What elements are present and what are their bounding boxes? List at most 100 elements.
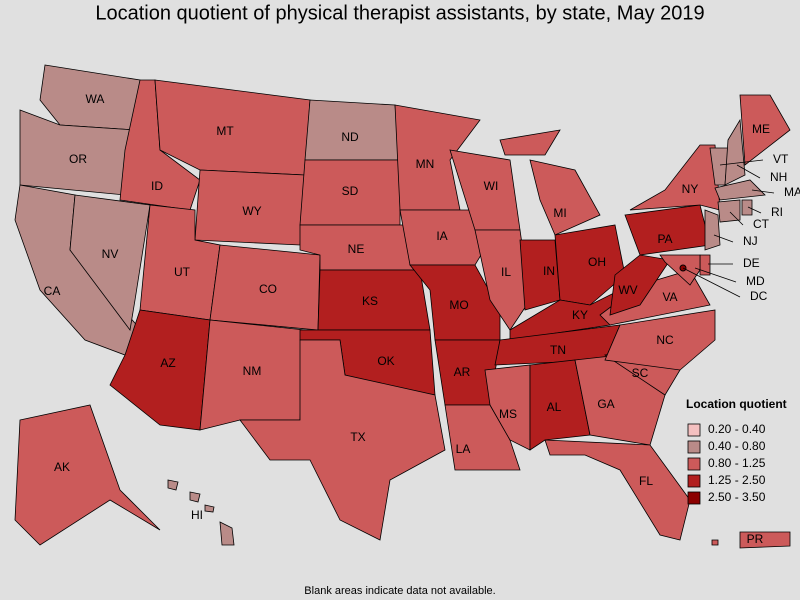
- state-label: NH: [770, 170, 787, 184]
- state-shape: [739, 531, 791, 549]
- leader-line: [747, 206, 762, 214]
- state-label: CA: [44, 284, 61, 298]
- footnote: Blank areas indicate data not available.: [304, 585, 495, 597]
- state-label: AR: [454, 365, 471, 379]
- state-shape: [204, 504, 215, 513]
- state-shape: [14, 404, 161, 546]
- leader-line: [751, 189, 775, 194]
- state-label: PA: [657, 232, 672, 246]
- state-label: DC: [750, 289, 768, 303]
- state-label: WA: [86, 92, 105, 106]
- state-label: GA: [597, 397, 614, 411]
- state-label: MS: [499, 407, 517, 421]
- state-shape: [239, 339, 446, 541]
- state-label: AK: [54, 460, 70, 474]
- state-label: NY: [682, 182, 699, 196]
- state-shape: [394, 104, 481, 211]
- state-label: CT: [753, 217, 770, 231]
- state-label: NM: [243, 364, 262, 378]
- state-shape: [714, 179, 766, 201]
- state-shape: [741, 199, 753, 216]
- state-shape: [444, 404, 521, 471]
- state-label: OH: [588, 255, 606, 269]
- legend-label: 1.25 - 2.50: [708, 473, 766, 487]
- state-shape: [609, 254, 671, 316]
- leader-line: [719, 159, 764, 166]
- state-label: MN: [416, 157, 435, 171]
- states: [14, 64, 791, 549]
- state-label: WV: [618, 283, 637, 297]
- state-shape: [499, 129, 561, 156]
- state-shape: [189, 491, 201, 503]
- state-label: AL: [547, 400, 562, 414]
- legend-swatch: [687, 491, 701, 505]
- state-label: IA: [436, 229, 447, 243]
- state-label: ND: [341, 130, 359, 144]
- state-shape: [484, 364, 531, 451]
- state-label: NE: [348, 242, 365, 256]
- state-label: KY: [572, 308, 588, 322]
- state-label: HI: [191, 508, 203, 522]
- state-label: CO: [259, 282, 277, 296]
- state-label: OR: [69, 152, 87, 166]
- state-label: NC: [656, 333, 674, 347]
- legend-label: 2.50 - 3.50: [708, 490, 766, 504]
- legend-label: 0.40 - 0.80: [708, 439, 766, 453]
- leader-line: [729, 211, 744, 226]
- state-label: KS: [362, 294, 378, 308]
- state-label: OK: [377, 354, 394, 368]
- state-shape: [69, 194, 151, 331]
- leader-line: [682, 267, 741, 298]
- state-label: WI: [484, 179, 499, 193]
- legend-swatch: [687, 457, 701, 471]
- state-label: TX: [350, 430, 365, 444]
- state-label: FL: [639, 474, 653, 488]
- state-shape: [624, 204, 711, 256]
- state-label: DE: [743, 256, 760, 270]
- state-label: WY: [242, 204, 261, 218]
- state-label: NV: [102, 247, 119, 261]
- state-label: MA: [784, 185, 800, 199]
- state-shape: [604, 309, 716, 371]
- state-shape: [554, 224, 626, 306]
- legend-swatch: [687, 423, 701, 437]
- legend: 0.20 - 0.40 0.40 - 0.80 0.80 - 1.25 1.25 - …: [687, 422, 766, 505]
- state-label: MD: [746, 274, 765, 288]
- state-label: UT: [174, 265, 191, 279]
- state-label: SC: [632, 366, 649, 380]
- state-label: RI: [771, 205, 783, 219]
- state-shape: [699, 254, 711, 276]
- state-label: SD: [342, 184, 359, 198]
- state-labels: WA OR CA NV ID MT WY UT CO AZ NM ND SD NE KS OK TX MN IA MO…: [44, 92, 800, 546]
- state-label: IN: [543, 264, 555, 278]
- legend-swatch: [687, 474, 701, 488]
- state-shape: [629, 144, 721, 211]
- state-shape: [711, 539, 719, 546]
- legend-swatch: [687, 440, 701, 454]
- leader-line: [694, 267, 737, 283]
- state-label: NJ: [743, 234, 758, 248]
- state-shape: [474, 229, 531, 331]
- state-shape: [659, 254, 701, 286]
- leader-line: [713, 234, 734, 243]
- state-label: MI: [553, 206, 566, 220]
- legend-label: 0.20 - 0.40: [708, 422, 766, 436]
- state-label: IL: [501, 265, 511, 279]
- leader-line: [736, 164, 761, 179]
- state-shape: [167, 479, 179, 491]
- state-label: AZ: [160, 356, 175, 370]
- state-label: VA: [662, 290, 677, 304]
- legend-label: 0.80 - 1.25: [708, 456, 766, 470]
- state-label: VT: [773, 152, 789, 166]
- state-shape: [544, 439, 691, 541]
- state-label: LA: [456, 442, 471, 456]
- map-title: Location quotient of physical therapist …: [95, 2, 704, 24]
- state-shape: [724, 118, 746, 186]
- state-shape: [219, 521, 235, 546]
- state-shape: [704, 209, 721, 251]
- state-label: ID: [151, 179, 163, 193]
- state-label: MO: [449, 298, 468, 312]
- state-label: TN: [550, 343, 566, 357]
